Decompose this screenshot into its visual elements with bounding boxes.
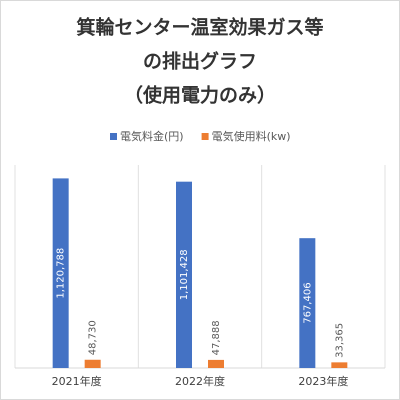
legend-swatch: [201, 133, 209, 140]
x-tick-label: 2021年度: [52, 374, 102, 388]
legend-label: 電気使用料(kw): [212, 129, 291, 143]
value-label: 48,730: [88, 320, 99, 355]
value-label: 33,365: [334, 323, 345, 358]
bar: [52, 178, 69, 368]
bar: [208, 359, 224, 368]
chart-title: （使用電力のみ）: [124, 84, 276, 107]
bar: [176, 181, 192, 368]
bar: [331, 362, 348, 368]
bar: [84, 359, 101, 368]
x-tick-label: 2022年度: [175, 374, 225, 388]
bar: [299, 238, 316, 368]
legend-label: 電気料金(円): [120, 129, 184, 143]
legend-swatch: [110, 133, 117, 140]
value-label: 767,406: [302, 282, 313, 323]
value-label: 1,120,788: [56, 248, 67, 299]
chart-title: 箕輪センター温室効果ガス等: [76, 16, 323, 39]
x-tick-label: 2023年度: [298, 374, 348, 388]
value-label: 1,101,428: [179, 249, 190, 300]
value-label: 47,888: [211, 320, 222, 355]
chart-title: の排出グラフ: [143, 50, 257, 73]
